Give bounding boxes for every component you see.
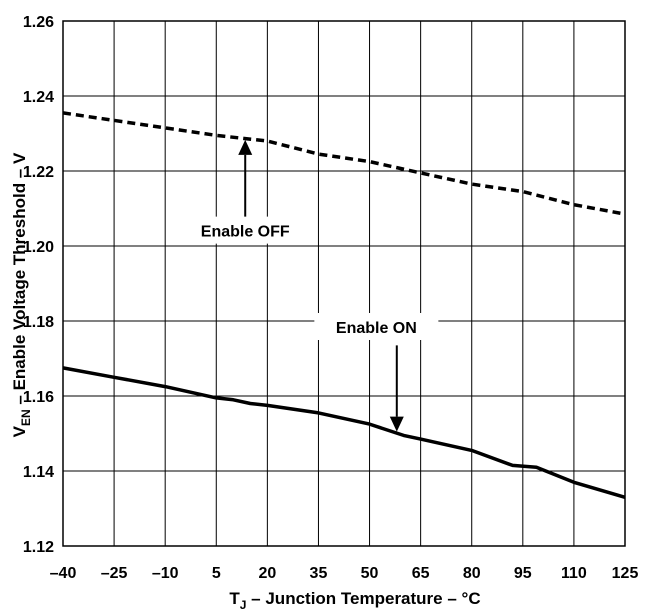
x-tick-label: –40 — [50, 565, 77, 582]
x-tick-label: –10 — [152, 565, 179, 582]
x-tick-label: 95 — [514, 565, 532, 582]
y-tick-label: 1.22 — [23, 164, 54, 181]
series-line-enable-on — [62, 366, 626, 499]
series-layer — [62, 111, 626, 499]
y-tick-labels: 1.12 1.14 1.16 1.18 1.20 1.22 1.24 1.26 — [23, 14, 54, 556]
y-tick-label: 1.16 — [23, 389, 54, 406]
x-tick-label: 125 — [612, 565, 639, 582]
x-axis-label-main: T — [229, 589, 240, 608]
x-axis-label-sub: J — [240, 598, 247, 609]
plot-area-frame — [62, 20, 626, 547]
y-axis-label: VEN – Enable Voltage Threshold – V — [10, 152, 33, 437]
x-tick-label: 80 — [463, 565, 481, 582]
y-tick-label: 1.18 — [23, 314, 54, 331]
y-axis-label-sub: EN — [19, 409, 33, 426]
x-tick-label: 35 — [310, 565, 328, 582]
y-tick-label: 1.24 — [23, 89, 54, 106]
y-axis-label-main: V — [10, 425, 29, 437]
y-tick-label: 1.26 — [23, 14, 54, 31]
annotation-label-enable-on: Enable ON — [336, 320, 417, 337]
annotation-label-enable-off: Enable OFF — [201, 224, 290, 241]
x-tick-label: 65 — [412, 565, 430, 582]
x-axis-label-rest: – Junction Temperature – °C — [246, 589, 480, 608]
annotation-layer: Enable OFF Enable ON — [183, 139, 439, 432]
x-tick-labels: –40 –25 –10 5 20 35 50 65 80 95 110 125 — [50, 565, 639, 582]
x-tick-label: 50 — [361, 565, 379, 582]
x-tick-label: 20 — [258, 565, 276, 582]
annotation-label-bg-enable-on — [314, 313, 439, 340]
annotation-label-bg-enable-off — [183, 216, 308, 244]
x-tick-label: 110 — [561, 565, 587, 582]
x-tick-label: –25 — [101, 565, 128, 582]
annotation-arrowhead-enable-on — [389, 416, 404, 432]
series-line-enable-off — [62, 111, 626, 216]
annotation-arrowhead-enable-off — [238, 139, 253, 155]
y-tick-label: 1.14 — [23, 464, 54, 481]
y-tick-label: 1.12 — [23, 539, 54, 556]
y-tick-label: 1.20 — [23, 239, 54, 256]
y-axis-label-rest: – Enable Voltage Threshold – V — [10, 152, 29, 409]
x-axis-label: TJ – Junction Temperature – °C — [229, 589, 480, 609]
x-tick-label: 5 — [212, 565, 221, 582]
